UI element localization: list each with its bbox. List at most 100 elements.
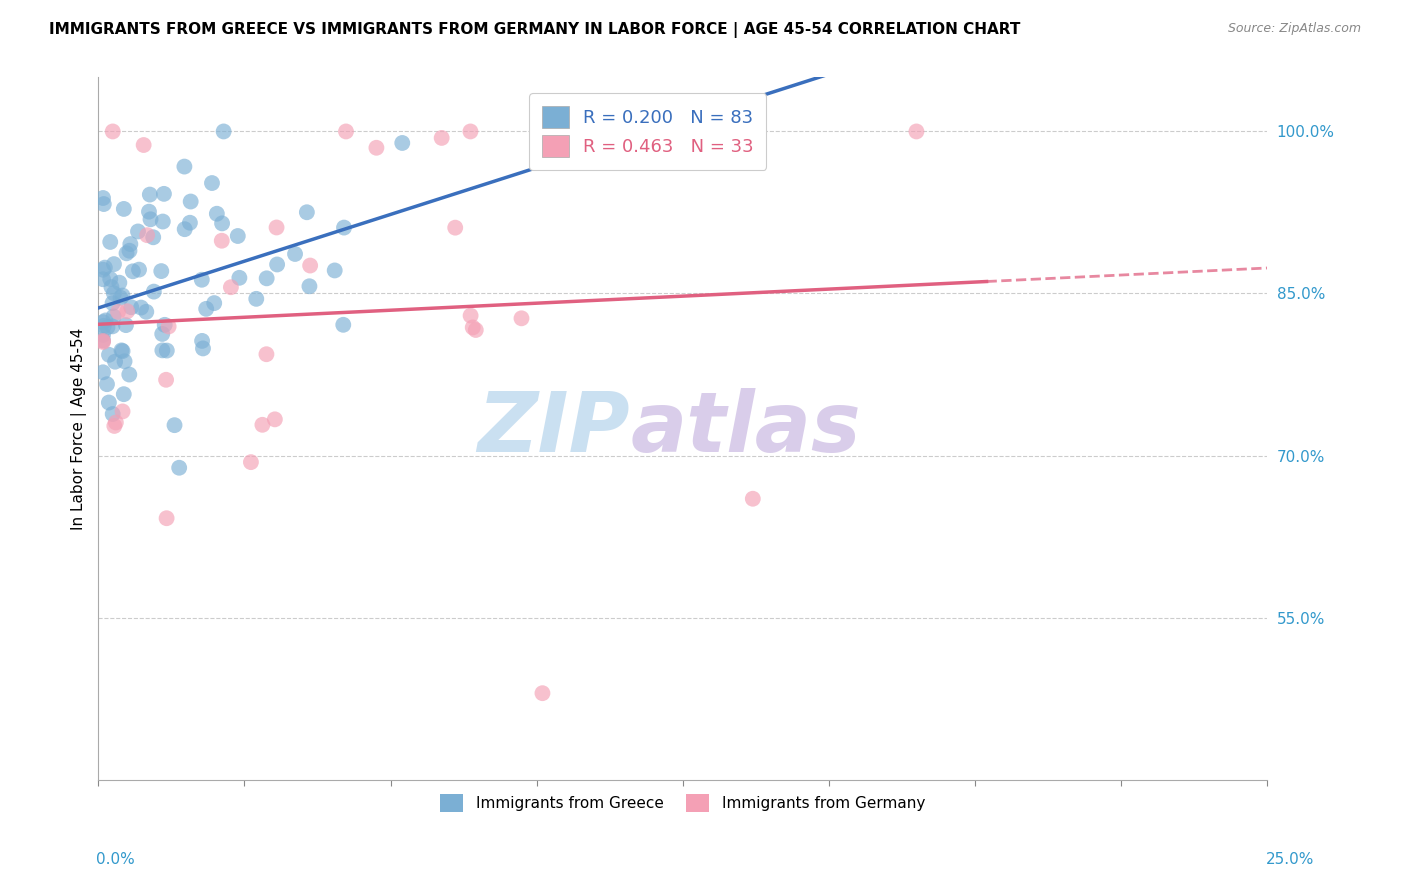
- Point: [205, 207, 228, 221]
- Point: [228, 270, 250, 285]
- Point: [91, 334, 114, 348]
- Point: [104, 354, 127, 368]
- Point: [531, 686, 554, 700]
- Point: [94, 260, 117, 275]
- Point: [211, 216, 233, 230]
- Point: [295, 205, 318, 219]
- Point: [150, 326, 173, 341]
- Point: [142, 230, 165, 244]
- Text: IMMIGRANTS FROM GREECE VS IMMIGRANTS FROM GERMANY IN LABOR FORCE | AGE 45-54 COR: IMMIGRANTS FROM GREECE VS IMMIGRANTS FRO…: [49, 22, 1021, 38]
- Point: [91, 334, 114, 349]
- Point: [96, 320, 118, 334]
- Point: [150, 264, 173, 278]
- Legend: Immigrants from Greece, Immigrants from Germany: Immigrants from Greece, Immigrants from …: [429, 781, 938, 824]
- Point: [110, 343, 132, 358]
- Point: [94, 313, 117, 327]
- Point: [252, 417, 274, 432]
- Point: [202, 296, 225, 310]
- Point: [179, 216, 201, 230]
- Point: [211, 234, 233, 248]
- Point: [91, 334, 114, 348]
- Point: [103, 257, 125, 271]
- Point: [112, 387, 135, 401]
- Text: Source: ZipAtlas.com: Source: ZipAtlas.com: [1227, 22, 1361, 36]
- Point: [191, 342, 214, 356]
- Point: [96, 377, 118, 392]
- Point: [91, 272, 114, 286]
- Point: [157, 319, 180, 334]
- Point: [155, 373, 177, 387]
- Point: [212, 124, 235, 138]
- Point: [460, 309, 482, 323]
- Text: atlas: atlas: [630, 388, 860, 469]
- Point: [100, 280, 122, 294]
- Point: [97, 395, 120, 409]
- Point: [256, 271, 278, 285]
- Point: [150, 343, 173, 358]
- Point: [155, 511, 177, 525]
- Point: [111, 344, 134, 359]
- Point: [510, 311, 533, 326]
- Point: [91, 315, 114, 329]
- Point: [905, 124, 928, 138]
- Point: [135, 305, 157, 319]
- Point: [98, 272, 121, 286]
- Point: [299, 259, 322, 273]
- Point: [101, 124, 124, 138]
- Point: [138, 204, 160, 219]
- Point: [115, 246, 138, 260]
- Point: [153, 318, 176, 332]
- Point: [266, 257, 288, 271]
- Point: [195, 301, 218, 316]
- Point: [139, 212, 162, 227]
- Point: [112, 202, 135, 216]
- Point: [201, 176, 224, 190]
- Point: [142, 285, 165, 299]
- Point: [245, 292, 267, 306]
- Point: [460, 124, 482, 138]
- Point: [152, 214, 174, 228]
- Text: 0.0%: 0.0%: [96, 852, 135, 867]
- Text: ZIP: ZIP: [478, 388, 630, 469]
- Point: [132, 138, 155, 153]
- Point: [226, 229, 249, 244]
- Y-axis label: In Labor Force | Age 45-54: In Labor Force | Age 45-54: [72, 327, 87, 530]
- Point: [129, 301, 152, 315]
- Point: [120, 237, 142, 252]
- Point: [167, 460, 190, 475]
- Point: [93, 197, 115, 211]
- Point: [180, 194, 202, 209]
- Point: [93, 318, 115, 333]
- Point: [263, 412, 285, 426]
- Point: [91, 365, 114, 379]
- Point: [323, 263, 346, 277]
- Point: [108, 276, 131, 290]
- Point: [115, 318, 138, 332]
- Point: [333, 220, 356, 235]
- Point: [104, 416, 127, 430]
- Point: [191, 273, 214, 287]
- Point: [103, 286, 125, 301]
- Point: [391, 136, 413, 150]
- Point: [91, 262, 114, 277]
- Point: [111, 288, 134, 302]
- Point: [153, 186, 176, 201]
- Point: [107, 305, 129, 319]
- Point: [191, 334, 214, 348]
- Point: [115, 304, 138, 318]
- Point: [114, 354, 136, 368]
- Point: [118, 368, 141, 382]
- Point: [156, 343, 179, 358]
- Point: [91, 191, 114, 205]
- Point: [461, 320, 484, 334]
- Point: [101, 296, 124, 310]
- Point: [239, 455, 262, 469]
- Point: [332, 318, 354, 332]
- Point: [101, 319, 124, 334]
- Point: [121, 264, 143, 278]
- Point: [219, 280, 242, 294]
- Point: [173, 160, 195, 174]
- Point: [173, 222, 195, 236]
- Point: [103, 419, 125, 434]
- Point: [103, 310, 125, 324]
